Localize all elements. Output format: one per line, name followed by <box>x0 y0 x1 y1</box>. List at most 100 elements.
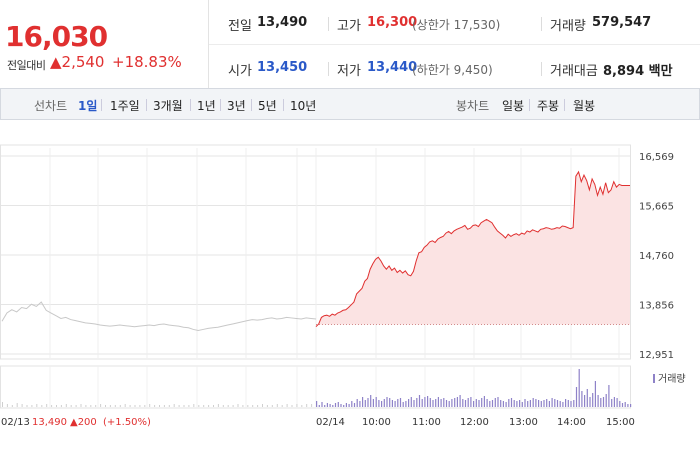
x-tick-label: 10:00 <box>362 417 391 428</box>
volume-bar <box>510 398 513 407</box>
lower-limit: (하한가 9,450) <box>412 63 493 77</box>
volume-bar <box>389 398 391 407</box>
volume-bar <box>109 405 111 407</box>
prev-day-change: ▲200 <box>70 417 97 428</box>
y-tick-label: 12,951 <box>639 350 674 361</box>
volume-bar <box>589 397 591 407</box>
volume-bar <box>362 397 364 407</box>
volume-bar <box>306 404 308 407</box>
volume-bar <box>124 404 126 407</box>
volume-bar <box>538 400 540 407</box>
volume-bar <box>56 405 57 407</box>
volume-bar <box>521 402 523 407</box>
period-5y-tab[interactable]: 5년 <box>258 99 277 113</box>
volume-bar <box>494 398 496 407</box>
y-tick-label: 16,569 <box>639 152 674 163</box>
volume-bar <box>486 399 488 407</box>
chart-frame <box>0 144 631 360</box>
toolbar-divider <box>220 99 221 111</box>
volume-bar <box>391 400 393 407</box>
candle-weekly-tab[interactable]: 주봉 <box>537 99 560 113</box>
volume-bar <box>624 402 626 407</box>
volume-bar <box>464 400 467 407</box>
volume-bar <box>203 405 205 407</box>
upper-limit: (상한가 17,530) <box>412 18 501 32</box>
header-row-divider <box>209 44 700 45</box>
volume-bar <box>60 405 62 407</box>
stat-divider <box>541 62 542 76</box>
volume-bar <box>567 400 569 407</box>
volume-bar <box>370 395 372 407</box>
toolbar-divider <box>146 99 147 111</box>
x-tick-label: 02/13 <box>1 417 30 428</box>
low-label: 저가 <box>337 64 361 79</box>
volume-bar <box>445 400 448 407</box>
volume-bar <box>222 405 224 407</box>
volume-bar <box>597 395 599 407</box>
volume-bar <box>11 405 13 407</box>
volume-bar <box>559 401 561 407</box>
volume-bar <box>616 398 618 407</box>
period-1w-tab[interactable]: 1주일 <box>110 99 140 113</box>
volume-bar <box>408 399 410 407</box>
volume-bar <box>348 404 350 407</box>
quote-header: 16,030 전일대비 ▲2,540 +18.83% 전일 13,490 고가 … <box>0 0 700 88</box>
candle-daily-tab[interactable]: 일봉 <box>502 99 525 113</box>
volume-bar <box>432 400 434 407</box>
volume-bar <box>359 401 361 407</box>
period-1y-tab[interactable]: 1년 <box>197 99 216 113</box>
volume-bar <box>326 403 328 407</box>
chart-toolbar: 선차트 1일 1주일 3개월 1년 3년 5년 10년 봉차트 일봉 주봉 월봉 <box>0 88 700 120</box>
volume-bar <box>619 401 621 407</box>
volume-bar <box>424 397 426 407</box>
period-10y-tab[interactable]: 10년 <box>290 99 317 113</box>
volume-bar <box>247 405 249 407</box>
volume-bar <box>462 399 464 407</box>
volume-bar <box>6 404 8 407</box>
volume-bar <box>513 400 515 407</box>
volume-bar <box>556 400 559 407</box>
volume-bar <box>266 405 268 407</box>
prev-close-value: 13,490 <box>257 15 308 30</box>
x-tick-label: 14:00 <box>557 417 586 428</box>
x-tick-label: 15:00 <box>606 417 635 428</box>
volume-bar <box>276 404 278 407</box>
toolbar-divider <box>251 99 252 111</box>
volume-bar <box>134 405 136 407</box>
volume-bar <box>627 404 629 407</box>
period-3m-tab[interactable]: 3개월 <box>153 99 183 113</box>
volume-bar <box>594 381 596 407</box>
volume-bar <box>227 405 229 407</box>
volume-bar <box>602 397 605 407</box>
amount-value: 8,894 백만 <box>603 64 673 79</box>
volume-bar <box>36 404 38 407</box>
prev-day-close: 13,490 <box>32 417 67 428</box>
volume-bar <box>364 400 366 407</box>
toolbar-divider <box>283 99 284 111</box>
volume-bar <box>508 399 510 407</box>
volume-bar <box>413 400 415 407</box>
volume-bar <box>198 405 200 407</box>
volume-label: 거래량 <box>550 19 586 34</box>
volume-bar <box>570 401 572 407</box>
volume-bar <box>454 398 456 407</box>
toolbar-divider <box>101 99 102 111</box>
candle-monthly-tab[interactable]: 월봉 <box>573 99 596 113</box>
volume-bar <box>100 404 102 407</box>
period-3y-tab[interactable]: 3년 <box>227 99 246 113</box>
volume-bar <box>611 399 613 407</box>
volume-bar <box>529 400 531 407</box>
volume-bar <box>286 404 288 407</box>
period-1d-tab[interactable]: 1일 <box>78 99 98 113</box>
volume-bar <box>311 404 313 407</box>
volume-bar <box>459 395 461 407</box>
volume-legend-swatch <box>653 374 655 383</box>
volume-bar <box>394 401 396 407</box>
volume-bar <box>532 398 534 407</box>
volume-bar <box>296 404 298 407</box>
volume-bar <box>418 395 421 407</box>
volume-bar <box>252 405 254 407</box>
volume-bar <box>489 401 491 407</box>
volume-bar <box>183 405 185 407</box>
volume-bar <box>139 405 141 407</box>
